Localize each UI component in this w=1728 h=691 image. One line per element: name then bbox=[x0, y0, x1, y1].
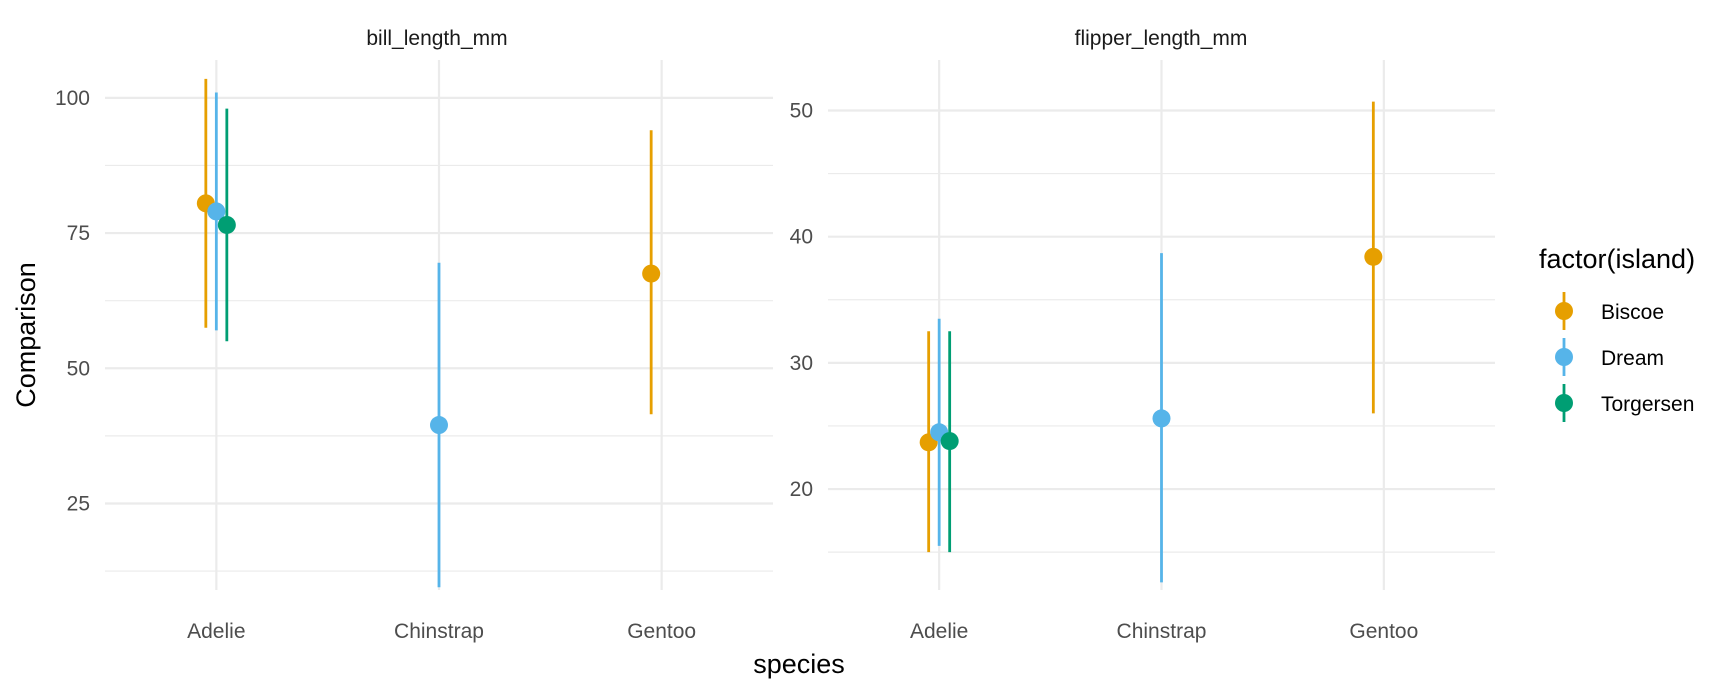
estimate-point bbox=[217, 215, 236, 234]
legend-label: Dream bbox=[1601, 347, 1664, 370]
estimate-point bbox=[430, 416, 448, 435]
x-tick-label: Chinstrap bbox=[394, 620, 484, 643]
legend-item: Biscoe bbox=[1555, 292, 1664, 330]
y-axis-title: Comparison bbox=[11, 262, 41, 408]
y-tick-label: 100 bbox=[55, 87, 90, 110]
estimate-point bbox=[1364, 247, 1383, 266]
legend: factor(island) Biscoe Dream Torgersen bbox=[1539, 244, 1695, 422]
panels: 25 50 75 100 Adelie Chinstrap Gentoo bill_lengt… bbox=[55, 27, 1495, 643]
x-tick-label: Chinstrap bbox=[1117, 620, 1207, 643]
legend-item: Dream bbox=[1555, 338, 1664, 376]
legend-key-point bbox=[1555, 302, 1573, 320]
x-tick-label: Gentoo bbox=[1349, 620, 1418, 643]
y-tick-label: 50 bbox=[790, 99, 813, 122]
legend-label: Biscoe bbox=[1601, 301, 1664, 324]
legend-key-point bbox=[1555, 348, 1573, 366]
x-tick-label: Adelie bbox=[187, 620, 245, 643]
x-axis-title: species bbox=[753, 649, 845, 679]
panel-2: 20 30 40 50 Adelie Chinstrap Gentoo flipper_len… bbox=[790, 27, 1495, 643]
panel-1: 25 50 75 100 Adelie Chinstrap Gentoo bill_lengt… bbox=[55, 27, 773, 643]
y-tick-label: 20 bbox=[790, 478, 813, 501]
y-tick-label: 25 bbox=[67, 492, 90, 515]
x-tick-label: Gentoo bbox=[627, 620, 696, 643]
panel-title: flipper_length_mm bbox=[1075, 27, 1248, 50]
x-tick-label: Adelie bbox=[910, 620, 968, 643]
y-tick-label: 75 bbox=[67, 222, 90, 245]
y-tick-label: 40 bbox=[790, 226, 813, 249]
estimate-point bbox=[940, 432, 959, 451]
estimate-point bbox=[207, 202, 226, 221]
estimate-point bbox=[1152, 409, 1171, 428]
legend-title: factor(island) bbox=[1539, 244, 1695, 274]
estimate-point bbox=[642, 264, 661, 283]
legend-item: Torgersen bbox=[1555, 384, 1694, 422]
panel-title: bill_length_mm bbox=[366, 27, 507, 50]
y-tick-label: 50 bbox=[67, 357, 90, 380]
legend-label: Torgersen bbox=[1601, 393, 1694, 416]
legend-key-point bbox=[1555, 394, 1573, 412]
legend-items: Biscoe Dream Torgersen bbox=[1555, 292, 1694, 422]
y-tick-label: 30 bbox=[790, 352, 813, 375]
